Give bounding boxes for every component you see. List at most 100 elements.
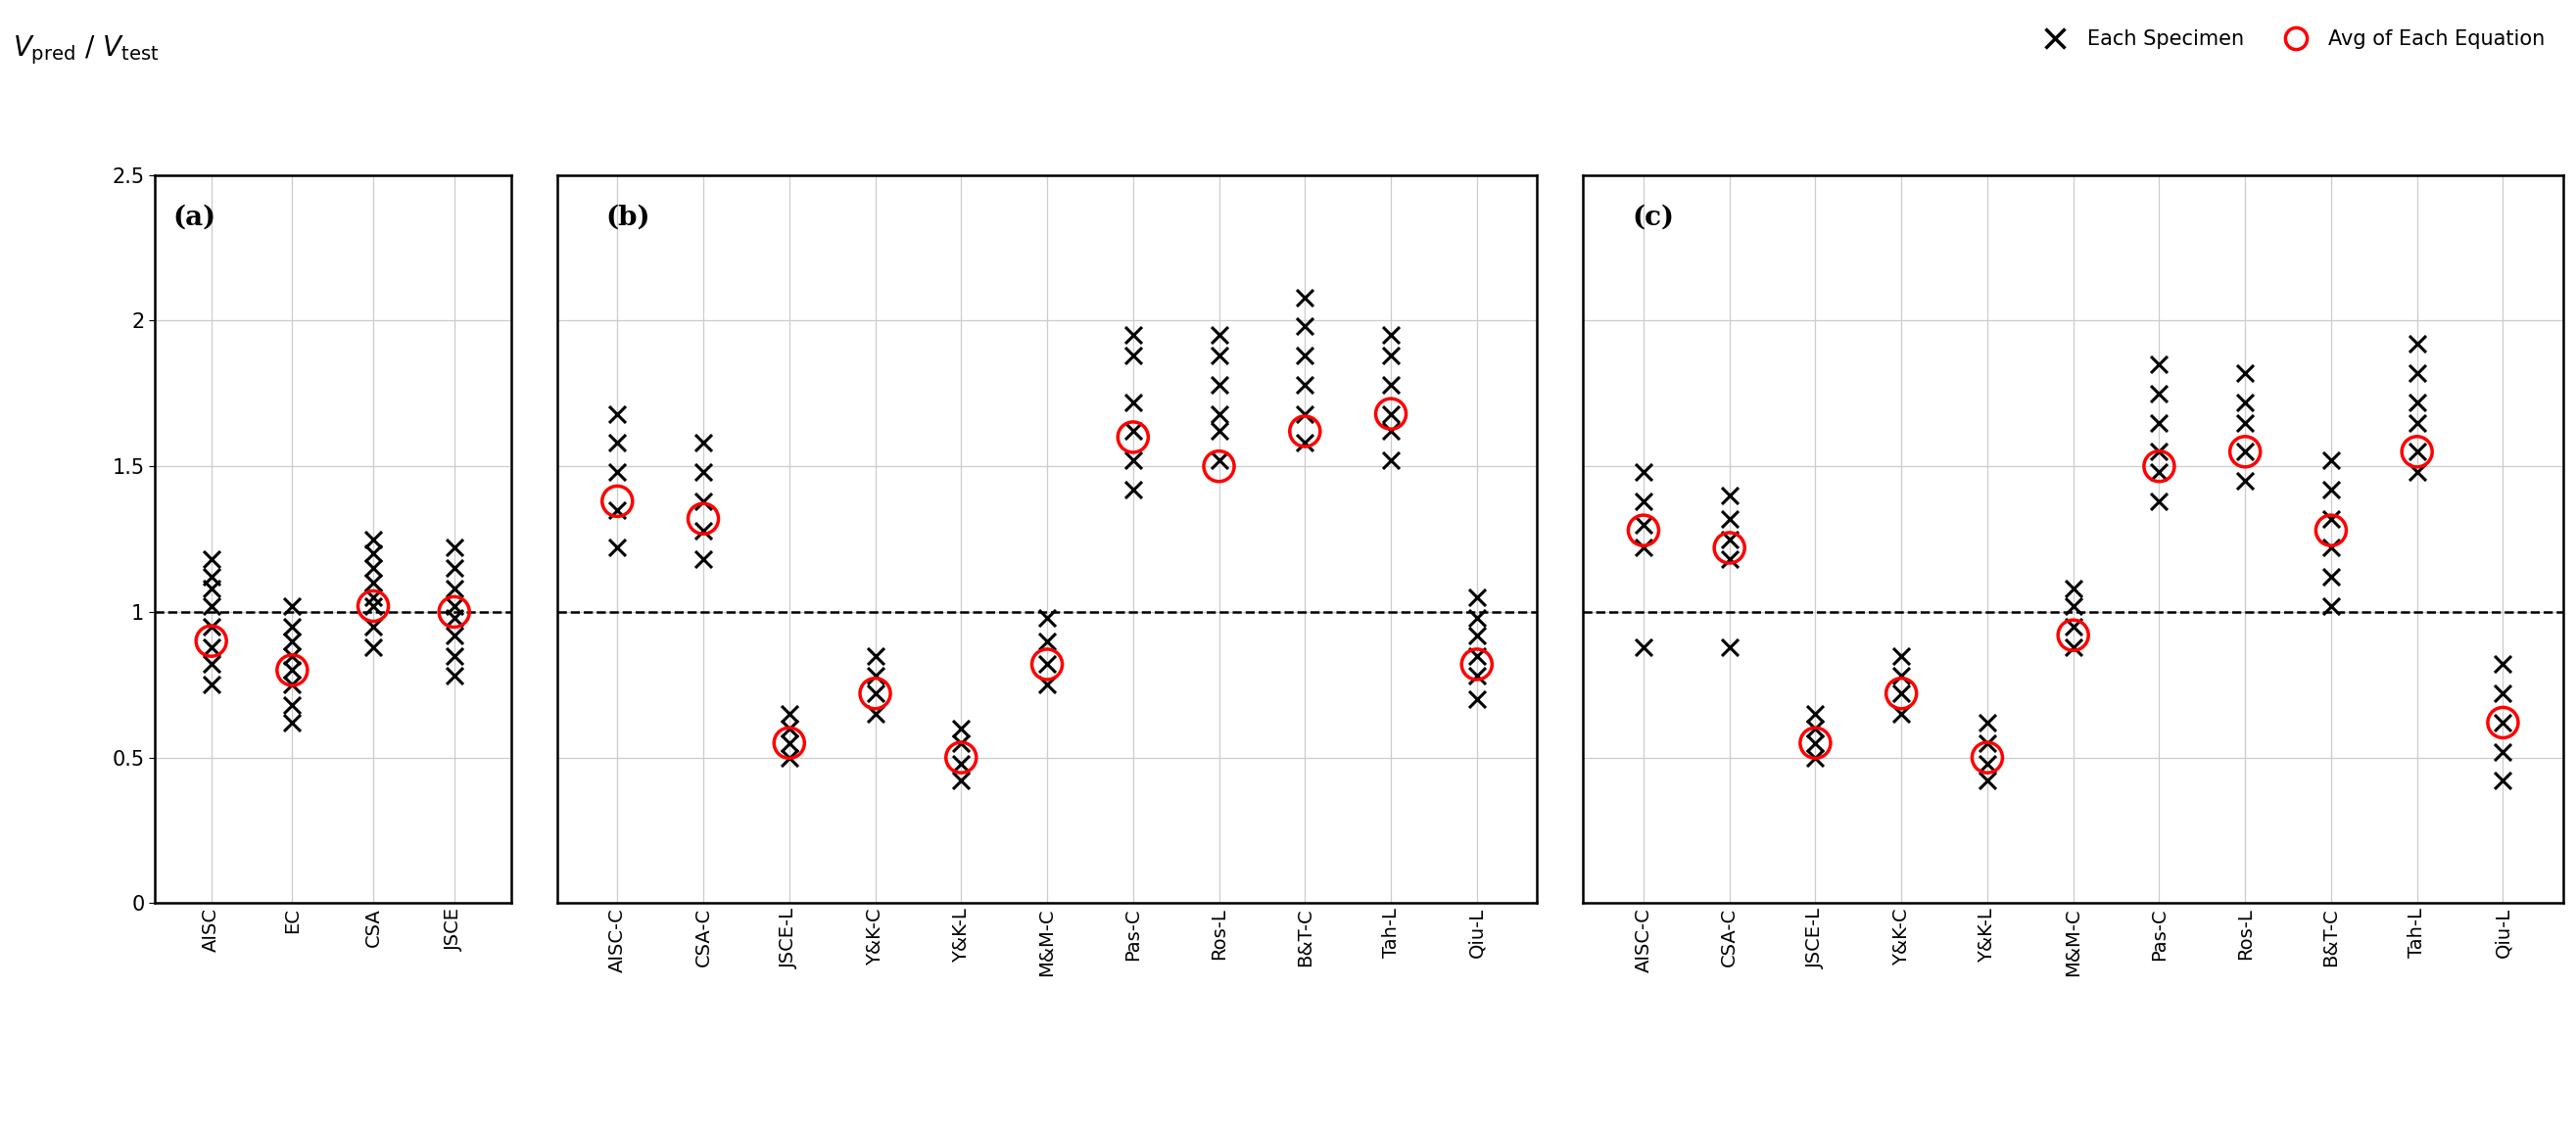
Point — [270, 632, 312, 650]
Point — [1795, 704, 1837, 723]
Point — [1455, 588, 1497, 606]
Point — [191, 568, 232, 586]
Point — [433, 559, 474, 577]
Legend: Each Specimen, Avg of Each Equation: Each Specimen, Avg of Each Equation — [2027, 21, 2553, 58]
Point — [1455, 690, 1497, 708]
Point — [1285, 405, 1327, 423]
Point — [2396, 463, 2437, 481]
Point — [1880, 684, 1922, 702]
Point — [2311, 509, 2352, 527]
Point — [270, 647, 312, 665]
Point — [191, 579, 232, 597]
Point — [1708, 531, 1749, 549]
Point — [598, 405, 639, 423]
Point — [1795, 719, 1837, 737]
Point — [433, 609, 474, 627]
Point — [598, 434, 639, 452]
Point — [2483, 655, 2524, 673]
Point — [2311, 597, 2352, 615]
Point — [1965, 714, 2007, 732]
Point — [1455, 609, 1497, 627]
Point — [353, 597, 394, 615]
Point — [1370, 405, 1412, 423]
Point — [2226, 443, 2267, 461]
Point — [2053, 638, 2094, 656]
Point — [1370, 376, 1412, 394]
Point — [2138, 356, 2179, 374]
Point — [940, 719, 981, 737]
Point — [1965, 734, 2007, 752]
Point — [768, 734, 809, 752]
Point — [1708, 509, 1749, 527]
Point — [2138, 443, 2179, 461]
Point — [1708, 551, 1749, 569]
Point — [2483, 743, 2524, 761]
Point — [353, 574, 394, 592]
Point — [353, 588, 394, 606]
Text: (c): (c) — [1633, 204, 1674, 230]
Point — [270, 618, 312, 636]
Point — [2138, 463, 2179, 481]
Point — [2226, 443, 2267, 461]
Point — [2138, 457, 2179, 475]
Point — [940, 749, 981, 767]
Point — [1113, 347, 1154, 365]
Point — [1113, 428, 1154, 446]
Point — [2483, 714, 2524, 732]
Point — [1623, 463, 1664, 481]
Point — [433, 647, 474, 665]
Point — [1198, 452, 1239, 470]
Point — [598, 539, 639, 557]
Point — [353, 531, 394, 549]
Point — [433, 667, 474, 685]
Point — [1113, 452, 1154, 470]
Point — [1285, 317, 1327, 335]
Point — [2053, 579, 2094, 597]
Text: (a): (a) — [173, 204, 216, 230]
Point — [1113, 422, 1154, 440]
Point — [1370, 422, 1412, 440]
Point — [191, 618, 232, 636]
Point — [353, 597, 394, 615]
Point — [1370, 452, 1412, 470]
Point — [855, 684, 896, 702]
Point — [1285, 288, 1327, 306]
Point — [1623, 539, 1664, 557]
Point — [353, 618, 394, 636]
Point — [855, 667, 896, 685]
Point — [1623, 492, 1664, 510]
Point — [1795, 734, 1837, 752]
Point — [1965, 749, 2007, 767]
Point — [1285, 376, 1327, 394]
Point — [1285, 347, 1327, 365]
Point — [191, 551, 232, 569]
Point — [2311, 452, 2352, 470]
Point — [855, 684, 896, 702]
Point — [1965, 754, 2007, 772]
Point — [768, 749, 809, 767]
Point — [353, 638, 394, 656]
Point — [768, 734, 809, 752]
Point — [1113, 481, 1154, 499]
Point — [433, 597, 474, 615]
Point — [598, 501, 639, 519]
Point — [1455, 667, 1497, 685]
Point — [1795, 749, 1837, 767]
Point — [2396, 443, 2437, 461]
Point — [270, 697, 312, 715]
Point — [191, 638, 232, 656]
Point — [2226, 393, 2267, 411]
Point — [1708, 487, 1749, 505]
Point — [1370, 326, 1412, 344]
Point — [683, 522, 724, 540]
Point — [1455, 647, 1497, 665]
Point — [1285, 434, 1327, 452]
Point — [1455, 627, 1497, 645]
Point — [2483, 684, 2524, 702]
Point — [683, 492, 724, 510]
Point — [270, 662, 312, 680]
Point — [1708, 638, 1749, 656]
Point — [1880, 667, 1922, 685]
Text: $\mathit{V}_{\mathrm{pred}}\ /\ \mathit{V}_{\mathrm{test}}$: $\mathit{V}_{\mathrm{pred}}\ /\ \mathit{… — [13, 34, 160, 67]
Point — [1623, 522, 1664, 540]
